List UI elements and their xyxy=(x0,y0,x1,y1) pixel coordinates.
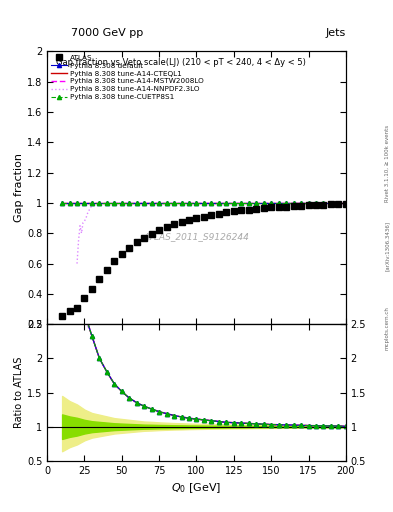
Text: mcplots.cern.ch: mcplots.cern.ch xyxy=(385,306,389,350)
Text: Rivet 3.1.10, ≥ 100k events: Rivet 3.1.10, ≥ 100k events xyxy=(385,125,389,202)
Text: ATLAS_2011_S9126244: ATLAS_2011_S9126244 xyxy=(143,232,250,241)
Text: [arXiv:1306.3436]: [arXiv:1306.3436] xyxy=(385,221,389,271)
X-axis label: $Q_0$ [GeV]: $Q_0$ [GeV] xyxy=(171,481,222,495)
Legend: ATLAS, Pythia 8.308 default, Pythia 8.308 tune-A14-CTEQL1, Pythia 8.308 tune-A14: ATLAS, Pythia 8.308 default, Pythia 8.30… xyxy=(50,53,205,101)
Text: Gap fraction vs Veto scale(LJ) (210 < pT < 240, 4 < Δy < 5): Gap fraction vs Veto scale(LJ) (210 < pT… xyxy=(56,58,306,67)
Y-axis label: Ratio to ATLAS: Ratio to ATLAS xyxy=(14,357,24,428)
Text: Jets: Jets xyxy=(325,28,346,38)
Text: 7000 GeV pp: 7000 GeV pp xyxy=(71,28,143,38)
Y-axis label: Gap fraction: Gap fraction xyxy=(14,153,24,222)
